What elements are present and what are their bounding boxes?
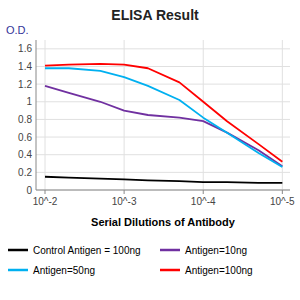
grid-line xyxy=(45,40,46,190)
grid xyxy=(36,40,290,190)
series-line xyxy=(45,64,282,162)
legend-swatch xyxy=(160,269,180,272)
grid-line xyxy=(36,84,290,85)
y-tick-label: 0.2 xyxy=(18,167,32,178)
series-line xyxy=(45,86,282,166)
legend-label: Antigen=10ng xyxy=(185,245,247,256)
legend-label: Antigen=100ng xyxy=(185,265,253,276)
legend-swatch xyxy=(8,249,28,252)
x-tick xyxy=(203,190,204,194)
chart: ELISA Result O.D. 0 0.2 0.4 0.6 0.8 1 1.2 1.4 1.6 1… xyxy=(0,0,300,300)
grid-line xyxy=(36,137,290,138)
y-tick-label: 1.6 xyxy=(18,43,32,54)
x-tick-label: 10^-4 xyxy=(191,196,216,207)
grid-line xyxy=(36,66,290,67)
x-tick-label: 10^-5 xyxy=(270,196,295,207)
grid-line xyxy=(36,48,290,49)
legend-swatch xyxy=(8,269,28,272)
x-tick xyxy=(124,190,125,194)
x-tick xyxy=(282,190,283,194)
y-tick-label: 1.2 xyxy=(18,79,32,90)
grid-line xyxy=(124,40,125,190)
x-tick-label: 10^-2 xyxy=(33,196,58,207)
legend: Control Antigen = 100ng Antigen=10ng Antig… xyxy=(8,245,253,276)
grid-line xyxy=(36,119,290,120)
y-label: O.D. xyxy=(6,24,29,36)
grid-line xyxy=(36,101,290,102)
x-axis xyxy=(36,190,290,191)
y-tick-label: 1.4 xyxy=(18,61,32,72)
y-axis xyxy=(36,40,37,190)
series-line xyxy=(45,68,282,167)
grid-line xyxy=(36,172,290,173)
plot-area xyxy=(45,64,282,183)
legend-swatch xyxy=(160,249,180,252)
x-label: Serial Dilutions of Antibody xyxy=(91,216,236,228)
legend-label: Control Antigen = 100ng xyxy=(33,245,141,256)
grid-line xyxy=(203,40,204,190)
x-tick xyxy=(45,190,46,194)
y-tick-label: 0.4 xyxy=(18,149,32,160)
y-tick-label: 1 xyxy=(26,96,32,107)
title: ELISA Result xyxy=(111,7,199,23)
legend-label: Antigen=50ng xyxy=(33,265,95,276)
y-tick-label: 0.6 xyxy=(18,132,32,143)
x-tick-label: 10^-3 xyxy=(112,196,137,207)
y-tick-label: 0 xyxy=(26,185,32,196)
y-tick-label: 0.8 xyxy=(18,114,32,125)
grid-line xyxy=(36,190,290,191)
series-line xyxy=(45,177,282,183)
grid-line xyxy=(36,154,290,155)
